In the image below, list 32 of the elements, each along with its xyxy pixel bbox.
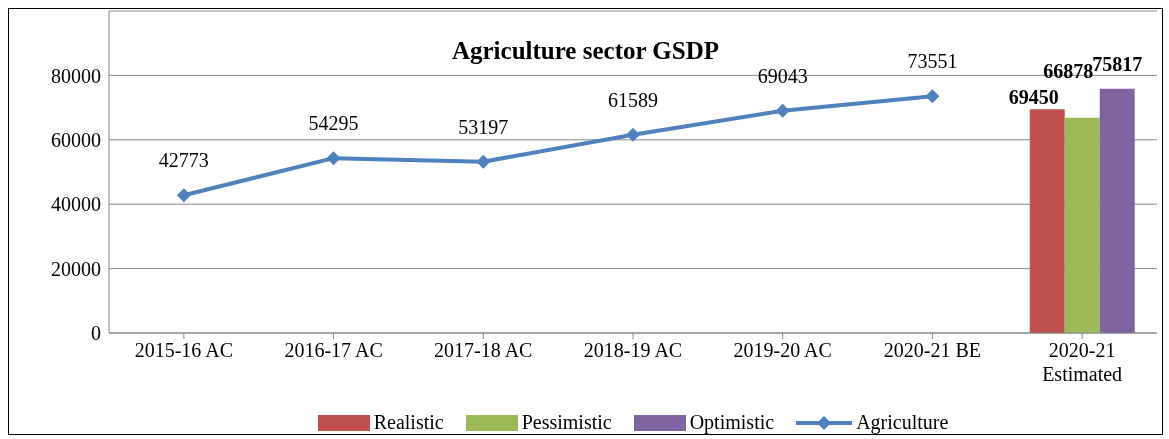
data-label: 69450	[1008, 86, 1059, 109]
x-tick-label: 2015-16 AC	[134, 339, 234, 361]
text: Agriculture sector GSDP	[451, 37, 720, 64]
data-label: 69043	[757, 64, 808, 87]
x-tick-label: 2018-19 AC	[583, 339, 683, 361]
y-tick-label: 40000	[51, 193, 101, 216]
legend-label: Realistic	[373, 411, 444, 434]
x-tick-label: 2016-17 AC	[284, 339, 383, 361]
point	[626, 127, 640, 142]
x-tick-label: 2020-21 BE	[883, 339, 982, 361]
point	[775, 103, 790, 118]
point	[476, 154, 491, 169]
legend-label: Optimistic	[689, 411, 775, 434]
y-tick-label: 0	[91, 322, 101, 345]
data-label: 61589	[608, 88, 658, 111]
data-label: 53197	[458, 115, 509, 138]
data-label: 42773	[158, 149, 209, 172]
x-tick-label: 2019-20 AC	[733, 339, 832, 361]
y-tick-label: 80000	[51, 64, 101, 87]
data-label: 54295	[308, 112, 359, 135]
x-tick-label: 2020-21 Estimated	[1042, 339, 1123, 385]
legend-label: Agriculture	[856, 411, 949, 434]
data-label: 73551	[907, 50, 958, 73]
point	[176, 188, 191, 203]
y-tick-label: 20000	[51, 257, 101, 280]
data-label: 75817	[1092, 52, 1143, 75]
legend-label: Pessimistic	[521, 411, 612, 434]
point	[925, 89, 940, 104]
x-tick-label: 2017-18 AC	[434, 339, 533, 361]
point	[326, 151, 341, 166]
data-label: 66878	[1043, 59, 1094, 82]
y-tick-label: 60000	[51, 128, 101, 151]
